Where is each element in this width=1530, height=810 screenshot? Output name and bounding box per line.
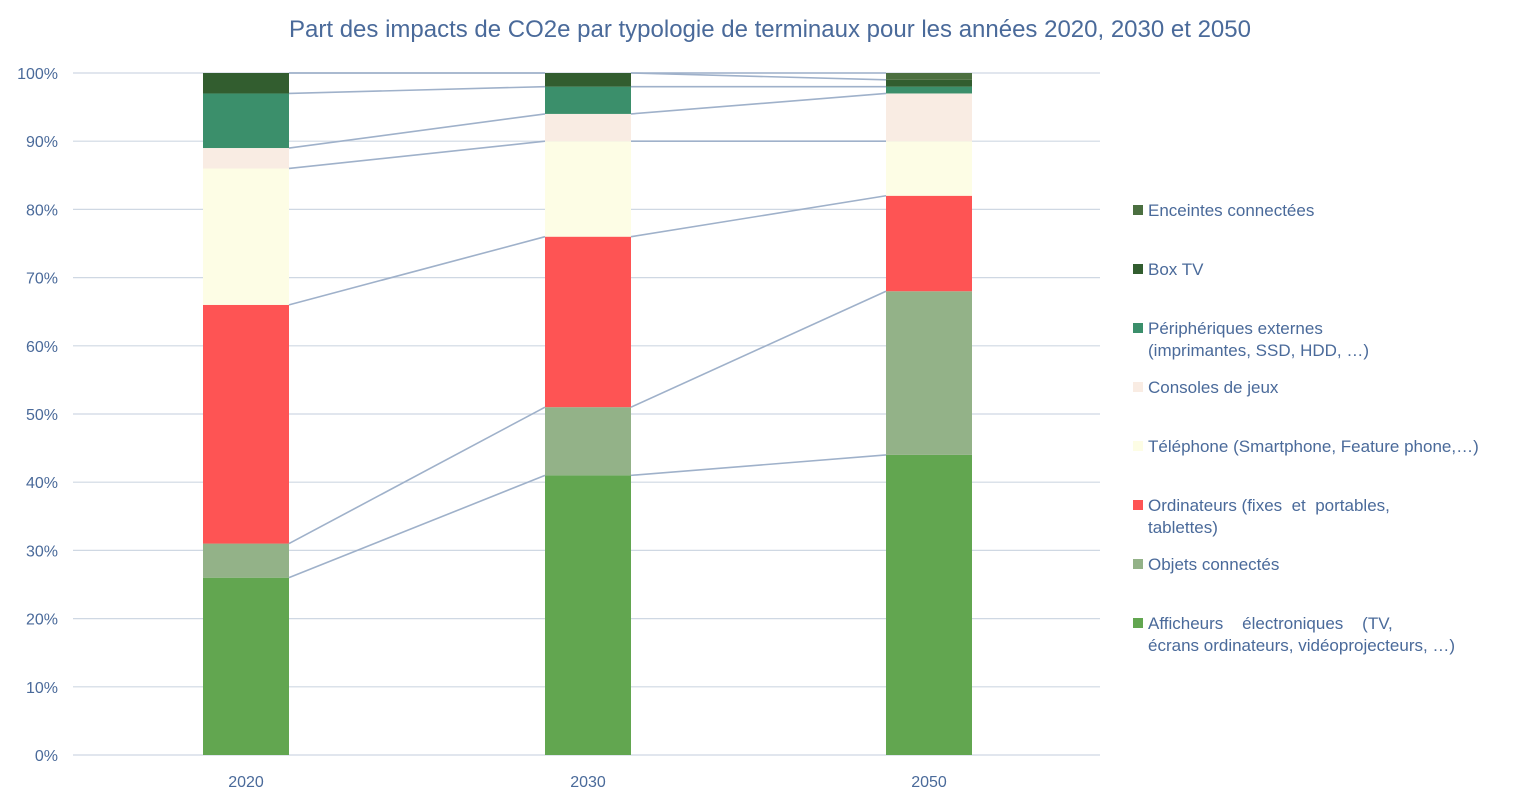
legend-label: Consoles de jeux <box>1148 378 1279 397</box>
chart-title: Part des impacts de CO2e par typologie d… <box>289 16 1251 43</box>
y-tick-label: 30% <box>26 543 58 560</box>
x-tick-label: 2020 <box>228 774 264 791</box>
legend-swatch <box>1133 382 1143 392</box>
series-connector-line <box>630 92 887 115</box>
bar-segment <box>545 236 631 408</box>
bar-segment <box>203 73 289 94</box>
legend-swatch <box>1133 323 1143 333</box>
series-connector-line <box>288 113 546 149</box>
series-connector-line <box>630 194 887 238</box>
y-tick-label: 80% <box>26 202 58 219</box>
legend-swatch <box>1133 441 1143 451</box>
bar-segment <box>545 86 631 114</box>
bar-segment <box>545 141 631 237</box>
legend-label: Enceintes connectées <box>1148 201 1314 220</box>
bar-segment <box>886 454 972 755</box>
legend-label: Ordinateurs (fixes et portables, <box>1148 496 1390 515</box>
series-connector-line <box>288 474 546 579</box>
y-tick-label: 10% <box>26 680 58 697</box>
bar-segment <box>545 113 631 142</box>
bar-segment <box>886 79 972 87</box>
series-connector-line <box>630 72 887 81</box>
series-connector-line <box>288 140 546 170</box>
legend-label: Box TV <box>1148 260 1204 279</box>
y-tick-label: 50% <box>26 407 58 424</box>
y-tick-label: 20% <box>26 612 58 629</box>
bar-segment <box>545 73 631 87</box>
series-connector-line <box>288 406 546 545</box>
series-connector-line <box>288 235 546 306</box>
bar-segment <box>545 407 631 476</box>
series-connector-line <box>630 454 887 477</box>
y-tick-label: 70% <box>26 271 58 288</box>
legend-label: Périphériques externes <box>1148 319 1323 338</box>
bar-segment <box>886 73 972 80</box>
bar-segment <box>203 168 289 305</box>
legend-swatch <box>1133 205 1143 215</box>
bar-segment <box>203 304 289 544</box>
legend-label: écrans ordinateurs, vidéoprojecteurs, …) <box>1148 636 1455 655</box>
legend-swatch <box>1133 264 1143 274</box>
x-tick-label: 2030 <box>570 774 606 791</box>
series-connector-line <box>288 85 546 95</box>
y-tick-label: 100% <box>17 66 58 83</box>
bar-segment <box>886 195 972 292</box>
bar-segment <box>203 148 289 169</box>
bar-segment <box>545 475 631 755</box>
bar-segment <box>203 543 289 578</box>
bar-segment <box>886 93 972 142</box>
y-tick-label: 0% <box>35 748 58 765</box>
legend-label: (imprimantes, SSD, HDD, …) <box>1148 341 1369 360</box>
legend-label: Afficheurs électroniques (TV, <box>1148 614 1393 633</box>
series-connector-line <box>630 290 887 408</box>
legend-swatch <box>1133 559 1143 569</box>
bar-segment <box>886 291 972 455</box>
legend-swatch <box>1133 618 1143 628</box>
bar-segment <box>203 93 289 149</box>
y-tick-label: 90% <box>26 134 58 151</box>
legend-swatch <box>1133 500 1143 510</box>
bar-segment <box>886 86 972 94</box>
y-tick-label: 60% <box>26 339 58 356</box>
x-tick-label: 2050 <box>911 774 947 791</box>
bar-segment <box>203 577 289 755</box>
legend-label: Téléphone (Smartphone, Feature phone,…) <box>1148 437 1479 456</box>
legend-label: Objets connectés <box>1148 555 1279 574</box>
legend-label: tablettes) <box>1148 518 1218 537</box>
y-tick-label: 40% <box>26 475 58 492</box>
bar-segment <box>886 141 972 196</box>
